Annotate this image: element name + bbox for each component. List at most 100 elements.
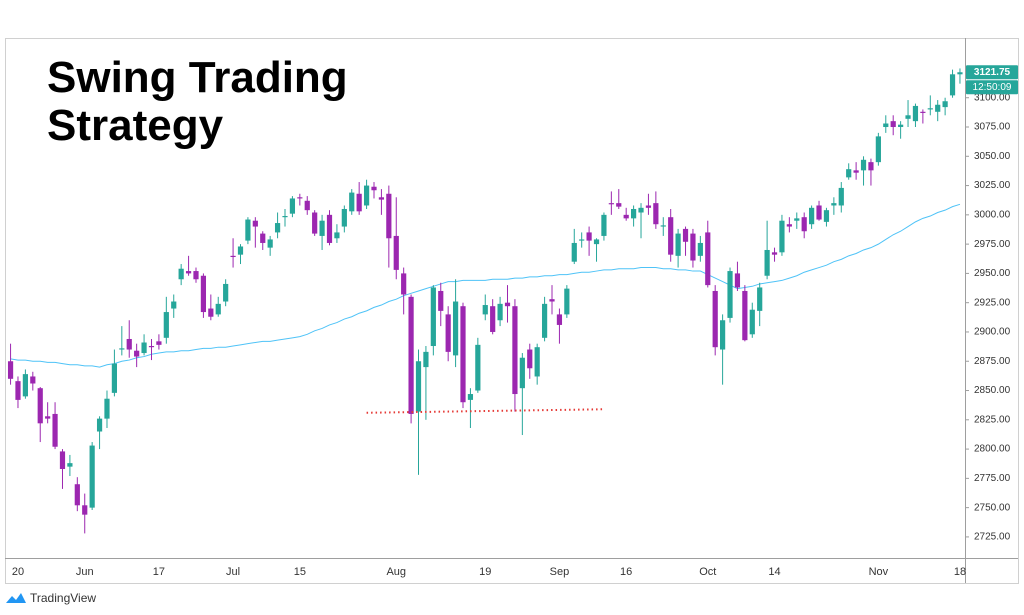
candle-body [415, 361, 422, 412]
candle-body [653, 203, 659, 225]
logo-icon [6, 593, 26, 603]
candle-body [541, 303, 548, 338]
candle-body [764, 249, 770, 276]
candle-body [297, 197, 303, 199]
candle-body [853, 170, 859, 173]
candle-body [616, 203, 622, 207]
candle-body [96, 418, 103, 432]
candle-body [393, 235, 399, 270]
y-tick-label: 3075.00 [974, 122, 1011, 133]
candle-body [890, 121, 896, 128]
candle-body [497, 303, 503, 321]
candle-body [22, 374, 28, 397]
candle-body [623, 214, 629, 219]
candle-body [52, 413, 58, 447]
brand-name: TradingView [30, 591, 96, 605]
candle-body [779, 220, 785, 253]
candle-body [363, 185, 370, 206]
candle-body [504, 302, 511, 307]
candle-body [467, 394, 474, 400]
candle-body [920, 111, 926, 113]
candle-body [89, 445, 95, 508]
candle-body [371, 186, 377, 191]
candle-body [831, 203, 837, 206]
candle-body [593, 239, 600, 245]
candle-body [786, 224, 792, 227]
candle-body [727, 271, 733, 318]
y-tick-label: 2875.00 [974, 356, 1011, 367]
y-tick-label: 2950.00 [974, 268, 1011, 279]
candle-body [111, 363, 118, 393]
candle-body [200, 275, 207, 313]
candle-body [386, 193, 392, 239]
candle-body [801, 217, 807, 232]
candle-body [30, 376, 36, 384]
candle-body [148, 346, 155, 348]
candle-body [734, 273, 741, 288]
candle-body [682, 228, 689, 242]
x-tick-label: Nov [869, 566, 889, 578]
candle-body [771, 252, 778, 255]
candle-body [59, 451, 66, 469]
y-tick-label: 2975.00 [974, 239, 1011, 250]
candle-body [171, 301, 177, 309]
candle-body [193, 271, 199, 280]
candle-body [237, 246, 244, 255]
candle-body [156, 341, 162, 345]
candle-body [245, 219, 251, 241]
candle-body [15, 381, 21, 400]
candle-body [898, 124, 904, 128]
candle-body [408, 296, 414, 414]
candle-body [230, 255, 236, 258]
candle-body [119, 348, 125, 350]
candle-body [957, 72, 963, 75]
candle-body [223, 283, 229, 302]
candle-body [942, 101, 948, 108]
candle-body [341, 208, 347, 227]
candle-body [512, 306, 518, 395]
candle-body [208, 308, 214, 317]
candle-body [905, 115, 911, 119]
candle-body [645, 205, 652, 208]
candle-body [875, 136, 881, 163]
x-tick-label: Jun [76, 566, 94, 578]
candle-body [579, 239, 585, 241]
support-trendline [366, 408, 604, 414]
candle-body [935, 104, 941, 112]
candle-body [519, 357, 525, 389]
candle-body [475, 344, 481, 391]
last-price-label: 3121.75 [974, 67, 1011, 78]
candle-body [720, 320, 726, 350]
candle-body [356, 193, 362, 212]
candle-body [163, 312, 169, 338]
candle-body [838, 187, 844, 206]
x-tick-label: 15 [294, 566, 306, 578]
candle-body [215, 303, 221, 315]
candle-body [460, 306, 466, 403]
candle-body [74, 484, 80, 506]
candle-body [809, 207, 815, 225]
candle-body [7, 361, 14, 379]
candle-body [260, 233, 266, 243]
x-tick-label: 20 [12, 566, 24, 578]
candle-body [134, 350, 140, 357]
x-tick-label: 19 [479, 566, 491, 578]
chart-frame [5, 38, 1019, 584]
candle-body [638, 207, 644, 213]
x-tick-label: 16 [620, 566, 632, 578]
candle-body [104, 398, 110, 419]
countdown-label: 12:50:09 [973, 82, 1012, 93]
y-tick-label: 3050.00 [974, 151, 1011, 162]
candle-body [601, 214, 607, 236]
y-tick-label: 2750.00 [974, 502, 1011, 513]
y-tick-label: 2850.00 [974, 385, 1011, 396]
candle-body [660, 225, 666, 227]
candle-body [564, 288, 570, 315]
candle-body [312, 212, 318, 234]
candle-body [757, 287, 763, 311]
candle-body [252, 220, 258, 227]
candle-body [490, 306, 496, 332]
countdown-box [966, 80, 1018, 95]
chart-title: Swing Trading Strategy [47, 53, 348, 150]
